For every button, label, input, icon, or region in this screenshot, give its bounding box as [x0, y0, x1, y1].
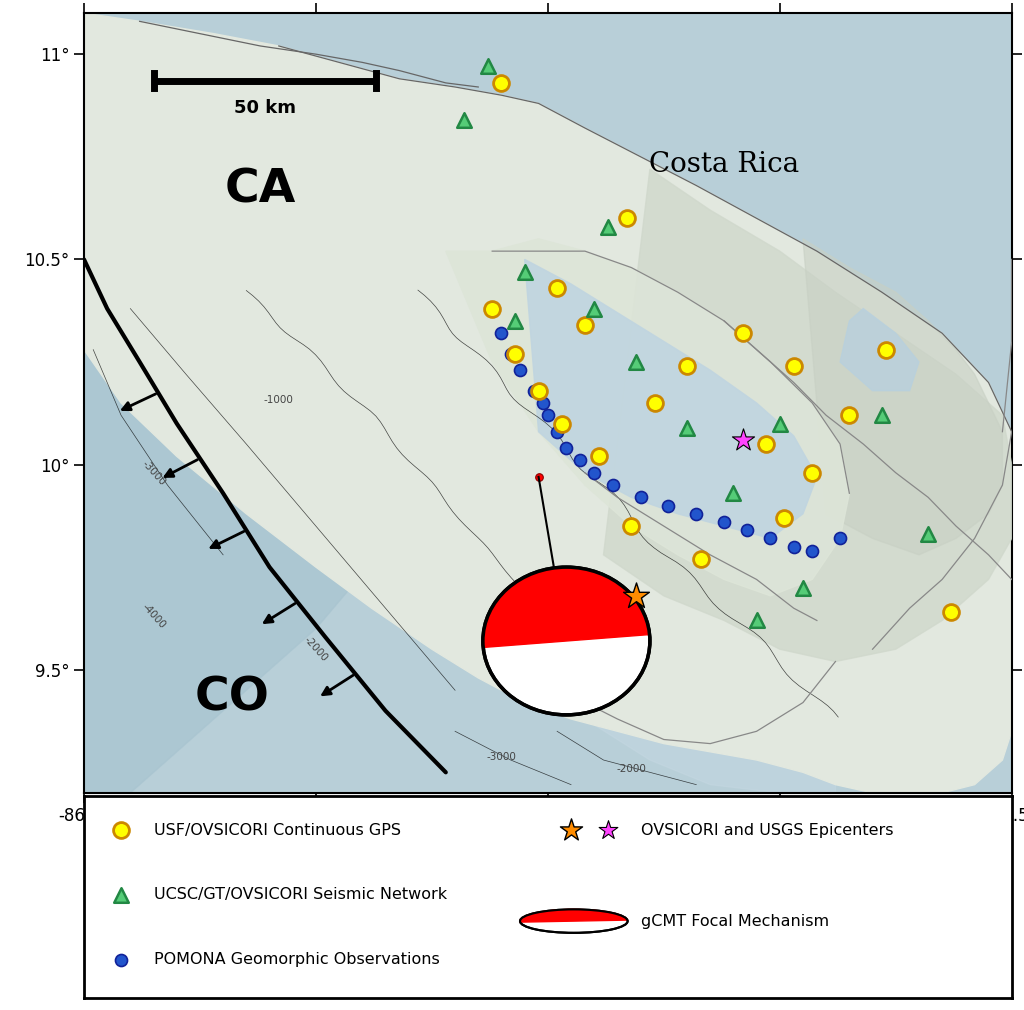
Text: OVSICORI and USGS Epicenters: OVSICORI and USGS Epicenters — [641, 823, 893, 837]
Polygon shape — [524, 260, 817, 538]
Point — [749, 612, 765, 628]
Text: CA: CA — [224, 167, 296, 212]
Point — [507, 313, 523, 329]
Point — [479, 59, 496, 75]
Text: 50 km: 50 km — [233, 99, 296, 117]
Polygon shape — [603, 169, 1012, 662]
Point — [841, 407, 857, 423]
Point — [549, 280, 565, 296]
Point — [628, 588, 644, 604]
Point — [804, 542, 820, 559]
Point — [831, 530, 848, 546]
Point — [725, 485, 741, 501]
Point — [633, 489, 649, 505]
Circle shape — [483, 568, 650, 715]
Point — [679, 358, 695, 374]
Text: CO: CO — [195, 676, 270, 721]
Text: POMONA Geomorphic Observations: POMONA Geomorphic Observations — [154, 952, 439, 967]
Point — [795, 580, 811, 596]
Point — [586, 301, 602, 317]
Point — [494, 75, 510, 91]
Point — [549, 423, 565, 439]
Text: -3000: -3000 — [140, 459, 167, 487]
Point — [618, 210, 635, 226]
Point — [535, 395, 551, 411]
Point — [785, 358, 802, 374]
Point — [586, 465, 602, 481]
Point — [873, 407, 890, 423]
Point — [113, 822, 129, 838]
Point — [716, 514, 732, 530]
Point — [771, 415, 787, 431]
Point — [113, 951, 129, 968]
Point — [554, 415, 570, 431]
Polygon shape — [445, 238, 849, 596]
Point — [679, 419, 695, 435]
Text: -4000: -4000 — [140, 602, 167, 630]
Point — [943, 604, 959, 620]
Point — [688, 506, 705, 522]
Polygon shape — [84, 260, 445, 793]
Point — [600, 218, 616, 234]
Point — [484, 301, 501, 317]
Point — [692, 550, 709, 567]
Point — [758, 436, 774, 452]
Point — [494, 325, 510, 341]
Polygon shape — [803, 238, 1002, 554]
Point — [628, 354, 644, 370]
Text: gCMT Focal Mechanism: gCMT Focal Mechanism — [641, 914, 828, 928]
Circle shape — [520, 909, 628, 933]
Point — [734, 432, 751, 448]
Point — [804, 465, 820, 481]
Point — [512, 362, 528, 378]
Polygon shape — [399, 292, 836, 793]
Polygon shape — [84, 13, 1012, 793]
Polygon shape — [840, 309, 919, 391]
Text: USF/OVSICORI Continuous GPS: USF/OVSICORI Continuous GPS — [154, 823, 400, 837]
Point — [762, 530, 778, 546]
Point — [624, 518, 640, 534]
Point — [660, 498, 677, 514]
Text: -3000: -3000 — [486, 752, 516, 762]
Point — [572, 452, 589, 469]
Point — [739, 522, 756, 538]
Text: -2000: -2000 — [616, 765, 646, 775]
Point — [530, 469, 547, 485]
Point — [734, 325, 751, 341]
Wedge shape — [483, 568, 649, 647]
Point — [558, 440, 574, 457]
Point — [563, 822, 580, 838]
Point — [456, 112, 472, 128]
Point — [646, 395, 663, 411]
Point — [577, 317, 593, 333]
Point — [503, 345, 519, 362]
Point — [776, 510, 793, 526]
Text: Costa Rica: Costa Rica — [649, 152, 799, 179]
Point — [920, 526, 936, 542]
Point — [604, 477, 621, 493]
Point — [540, 407, 556, 423]
Point — [113, 887, 129, 903]
Text: UCSC/GT/OVSICORI Seismic Network: UCSC/GT/OVSICORI Seismic Network — [154, 888, 446, 902]
Point — [525, 383, 542, 399]
Point — [516, 264, 532, 280]
Point — [530, 383, 547, 399]
Text: -2000: -2000 — [302, 634, 330, 664]
Point — [600, 822, 616, 838]
Text: -1000: -1000 — [264, 395, 294, 405]
Point — [879, 341, 895, 358]
Point — [591, 448, 607, 465]
Point — [507, 345, 523, 362]
Point — [785, 538, 802, 554]
Wedge shape — [520, 909, 628, 922]
Text: -1000: -1000 — [590, 606, 617, 635]
